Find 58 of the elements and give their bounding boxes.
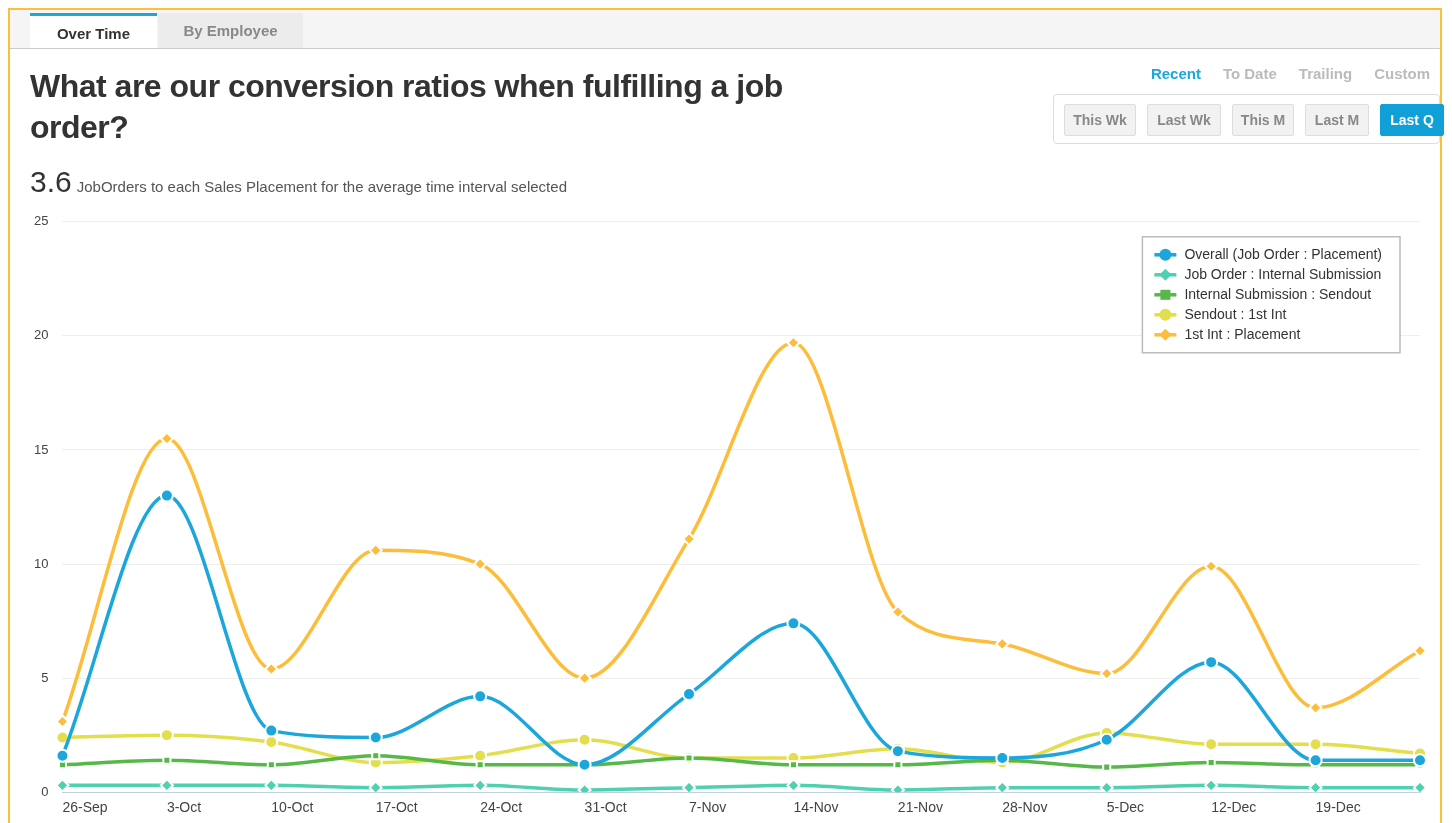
point [577, 732, 592, 747]
x-tick-label: 28-Nov [1002, 799, 1048, 816]
x-tick-label: 12-Dec [1211, 799, 1257, 816]
x-tick-label: 17-Oct [375, 799, 418, 816]
point [264, 778, 279, 793]
x-tick-label: 3-Oct [166, 799, 202, 816]
x-tick-label: 21-Nov [897, 799, 944, 816]
chart-title: What are our conversion ratios when fulfilling a job order? [30, 67, 784, 147]
y-tick-label: 5 [41, 669, 49, 685]
point [264, 723, 279, 738]
text: Recent [1150, 65, 1201, 82]
text: Last Wk [1147, 104, 1221, 136]
x-tick-label: 10-Oct [271, 799, 314, 816]
x-tick-label: 19-Dec [1315, 799, 1361, 816]
text: Over Time [30, 13, 157, 48]
text: Last M [1305, 104, 1369, 136]
point [1413, 753, 1427, 768]
y-tick-label: 25 [33, 213, 49, 229]
text: Custom [1374, 65, 1430, 82]
point [1204, 778, 1219, 793]
point [786, 778, 801, 793]
point [55, 778, 70, 793]
text: By Employee [158, 13, 303, 48]
point [55, 748, 70, 763]
legend-label: Job Order : Internal Submission [1184, 265, 1382, 282]
text: Trailing [1298, 65, 1353, 82]
point [1308, 737, 1323, 752]
legend-label: Overall (Job Order : Placement) [1184, 245, 1382, 262]
point [682, 687, 697, 702]
text: This M [1232, 104, 1294, 136]
text: To Date [1222, 65, 1277, 82]
x-tick-label: 14-Nov [793, 799, 839, 816]
y-tick-label: 0 [41, 783, 49, 799]
point [368, 730, 383, 745]
point [1204, 655, 1219, 670]
point [1204, 737, 1219, 752]
x-tick-label: 5-Dec [1106, 799, 1145, 816]
legend-label: Internal Submission : Sendout [1184, 285, 1372, 302]
text: This Wk [1064, 104, 1136, 136]
point [786, 616, 801, 631]
x-tick-label: 26-Sep [62, 799, 108, 816]
point [159, 488, 174, 503]
y-tick-label: 10 [33, 555, 49, 571]
point [1308, 753, 1323, 768]
x-tick-label: 7-Nov [689, 799, 727, 816]
legend-label: 1st Int : Placement [1184, 325, 1301, 342]
point [1099, 732, 1114, 747]
y-tick-label: 15 [33, 441, 49, 457]
chart-subtitle: 3.6 JobOrders to each Sales Placement for the average time interval selected [30, 165, 567, 199]
x-tick-label: 24-Oct [480, 799, 523, 816]
legend-label: Sendout : 1st Int [1184, 305, 1287, 322]
point [473, 689, 488, 704]
point [786, 335, 801, 350]
text: Last Q [1380, 104, 1444, 136]
x-tick-label: 31-Oct [584, 799, 627, 816]
y-tick-label: 20 [33, 327, 49, 343]
point [159, 728, 174, 743]
point [473, 778, 488, 793]
